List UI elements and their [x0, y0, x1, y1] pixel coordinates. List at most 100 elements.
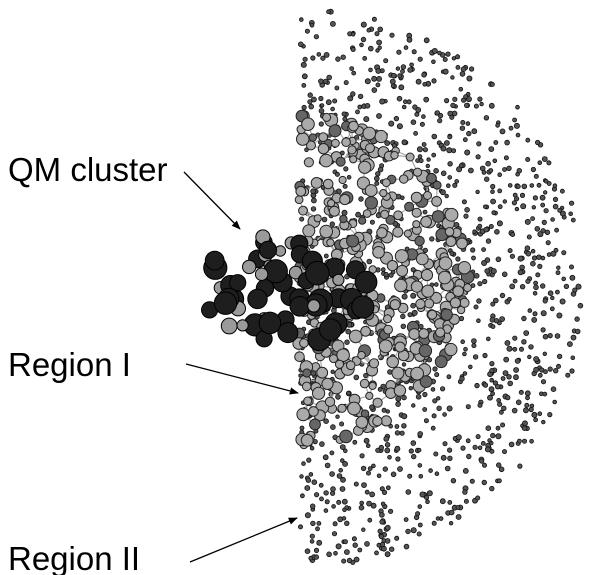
mm-atom — [491, 199, 496, 204]
mm-atom — [526, 251, 531, 256]
mm-atom — [551, 296, 555, 300]
region-i-atom — [380, 190, 387, 197]
mm-atom — [464, 347, 468, 351]
mm-atom — [543, 392, 547, 396]
mm-atom — [335, 86, 339, 90]
mm-atom — [463, 468, 468, 473]
mm-atom — [331, 425, 336, 430]
region-i-atom — [309, 134, 316, 141]
mm-atom — [344, 167, 348, 171]
mm-atom — [510, 284, 515, 289]
mm-atom — [485, 269, 490, 274]
mm-atom — [518, 256, 523, 261]
mm-atom — [496, 124, 500, 128]
mm-atom — [486, 161, 491, 166]
mm-atom — [547, 253, 551, 257]
mm-atom — [323, 79, 328, 84]
mm-atom — [514, 368, 519, 373]
mm-atom — [394, 116, 399, 121]
mm-atom — [298, 525, 302, 529]
mm-atom — [362, 483, 367, 488]
mm-atom — [509, 126, 513, 130]
mm-atom — [416, 394, 421, 399]
mm-atom — [541, 380, 545, 384]
mm-atom — [370, 220, 374, 224]
mm-atom — [314, 555, 319, 560]
mm-atom — [522, 439, 526, 443]
mm-atom — [422, 143, 426, 147]
mm-atom — [378, 27, 383, 32]
mm-atom — [466, 122, 470, 126]
mm-atom — [423, 408, 427, 412]
mm-atom — [562, 277, 566, 281]
mm-atom — [451, 478, 456, 483]
qm-cluster-arrow — [184, 172, 240, 229]
region-i-atom — [373, 398, 382, 407]
mm-atom — [570, 369, 574, 373]
mm-atom — [402, 140, 407, 145]
region-i-atom — [445, 228, 454, 237]
region-i-atom — [377, 228, 387, 238]
region-i-atom — [432, 197, 442, 207]
mm-atom — [494, 141, 498, 145]
mm-atom — [541, 328, 545, 332]
region-i-atom — [332, 139, 340, 147]
mm-atom — [567, 342, 572, 347]
mm-atom — [467, 131, 472, 136]
mm-atom — [378, 387, 382, 391]
mm-atom — [367, 501, 372, 506]
region-i-atom — [419, 345, 431, 357]
region-i-atom — [340, 194, 350, 204]
mm-atom — [533, 291, 537, 295]
mm-atom — [456, 55, 460, 59]
mm-atom — [472, 339, 477, 344]
mm-atom — [402, 363, 406, 367]
region-i-atom — [406, 153, 414, 161]
mm-atom — [324, 419, 329, 424]
region-i-atom — [405, 202, 414, 211]
mm-atom — [432, 48, 437, 53]
mm-atom — [517, 168, 522, 173]
mm-atom — [308, 100, 312, 104]
mm-atom — [467, 454, 472, 459]
mm-atom — [467, 76, 472, 81]
mm-atom — [375, 181, 379, 185]
mm-atom — [416, 79, 421, 84]
mm-atom — [312, 480, 317, 485]
mm-atom — [465, 150, 470, 155]
mm-atom — [508, 184, 512, 188]
mm-atom — [384, 59, 388, 63]
mm-atom — [499, 467, 504, 472]
mm-atom — [311, 521, 316, 526]
mm-atom — [347, 558, 352, 563]
mm-atom — [452, 57, 456, 61]
mm-atom — [320, 442, 325, 447]
mm-atom — [418, 57, 422, 61]
mm-atom — [491, 392, 495, 396]
region-i-arrow — [186, 364, 298, 393]
mm-atom — [452, 149, 456, 153]
mm-atom — [476, 155, 480, 159]
mm-atom — [396, 396, 401, 401]
qm-atom — [308, 300, 320, 312]
mm-atom — [354, 482, 358, 486]
region-i-atom — [384, 325, 393, 334]
mm-atom — [478, 403, 482, 407]
mm-atom — [447, 448, 451, 452]
mm-atom — [507, 375, 512, 380]
region-i-atom — [394, 211, 403, 220]
mm-atom — [551, 218, 555, 222]
region-i-atom — [301, 434, 313, 446]
mm-atom — [490, 361, 494, 365]
mm-atom — [445, 466, 450, 471]
mm-atom — [337, 500, 341, 504]
mm-atom — [543, 334, 548, 339]
mm-atom — [516, 133, 520, 137]
mm-atom — [385, 525, 390, 530]
mm-atom — [379, 534, 383, 538]
mm-atom — [443, 69, 448, 74]
mm-atom — [556, 271, 560, 275]
mm-atom — [302, 83, 306, 87]
mm-atom — [300, 426, 304, 430]
mm-atom — [343, 184, 347, 188]
